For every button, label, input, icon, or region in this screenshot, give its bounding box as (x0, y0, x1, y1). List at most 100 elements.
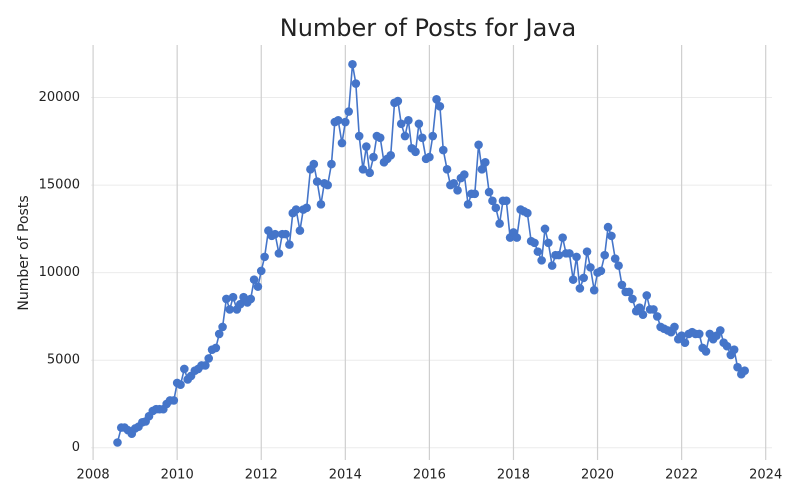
point (512, 233, 522, 242)
point (396, 119, 406, 129)
point (369, 152, 378, 162)
point (417, 133, 427, 143)
point (523, 208, 532, 218)
point (530, 238, 539, 248)
point (351, 79, 361, 88)
point (281, 229, 290, 239)
point (365, 168, 375, 178)
point (225, 305, 235, 314)
point (386, 151, 396, 160)
point (375, 133, 385, 143)
point (677, 331, 686, 340)
point (414, 119, 424, 129)
point (477, 165, 487, 174)
point (316, 200, 326, 209)
point (554, 250, 564, 260)
x-tick-label: 2008 (77, 468, 110, 483)
point (701, 347, 711, 356)
point (309, 159, 319, 169)
point (285, 240, 294, 249)
point (488, 196, 497, 206)
x-tick-label: 2012 (245, 468, 278, 483)
point (354, 131, 364, 141)
point (337, 138, 347, 148)
point (176, 380, 185, 390)
point (246, 294, 256, 304)
x-tick-label: 2024 (749, 468, 782, 483)
y-tick-label: 15000 (39, 178, 80, 193)
point (600, 250, 609, 260)
point (652, 312, 662, 321)
point (459, 170, 469, 179)
point (607, 231, 616, 241)
point (295, 226, 305, 235)
point (344, 107, 353, 116)
point (729, 345, 739, 354)
point (201, 361, 210, 370)
point (274, 249, 284, 258)
point (572, 252, 581, 262)
point (249, 275, 259, 284)
point (400, 131, 410, 141)
point (586, 263, 595, 272)
point (222, 294, 231, 304)
point (253, 282, 263, 291)
point (495, 219, 504, 228)
point (579, 273, 588, 283)
point (603, 222, 613, 232)
line (116, 64, 746, 443)
point (610, 254, 620, 263)
point (740, 366, 749, 375)
point (362, 142, 371, 151)
point (260, 252, 269, 262)
point (589, 285, 599, 295)
point (228, 292, 238, 302)
point (312, 177, 322, 186)
point (642, 291, 652, 300)
point (694, 329, 704, 339)
point (484, 187, 494, 197)
point (411, 147, 420, 157)
point (624, 287, 634, 297)
point (537, 256, 546, 265)
x-tick-label: 2022 (665, 468, 698, 483)
point (428, 131, 438, 141)
point (341, 117, 350, 127)
point (435, 101, 445, 111)
point (442, 165, 452, 174)
point (680, 338, 690, 347)
point (540, 224, 550, 234)
point (425, 152, 434, 162)
point (333, 115, 343, 125)
point (582, 247, 592, 256)
point (204, 354, 214, 363)
point (628, 294, 637, 304)
point (617, 280, 627, 290)
point (358, 165, 368, 174)
point (635, 303, 644, 312)
point (544, 238, 553, 248)
y-tick-label: 5000 (47, 353, 80, 368)
point (235, 299, 245, 309)
point (470, 189, 480, 199)
point (432, 94, 441, 104)
point (113, 438, 122, 447)
point (533, 247, 543, 256)
point (256, 266, 266, 276)
chart-title: Number of Posts for Java (280, 14, 576, 42)
point (393, 96, 403, 106)
point (733, 362, 742, 372)
y-tick-label: 10000 (39, 265, 80, 280)
point (449, 179, 459, 188)
point (575, 284, 585, 293)
point (180, 364, 189, 374)
point (291, 205, 301, 214)
point (214, 329, 224, 339)
point (670, 322, 679, 332)
point (327, 159, 336, 169)
point (169, 396, 179, 405)
point (722, 341, 732, 351)
y-axis-label: Number of Posts (16, 195, 32, 310)
y-tick-label: 20000 (39, 90, 80, 105)
